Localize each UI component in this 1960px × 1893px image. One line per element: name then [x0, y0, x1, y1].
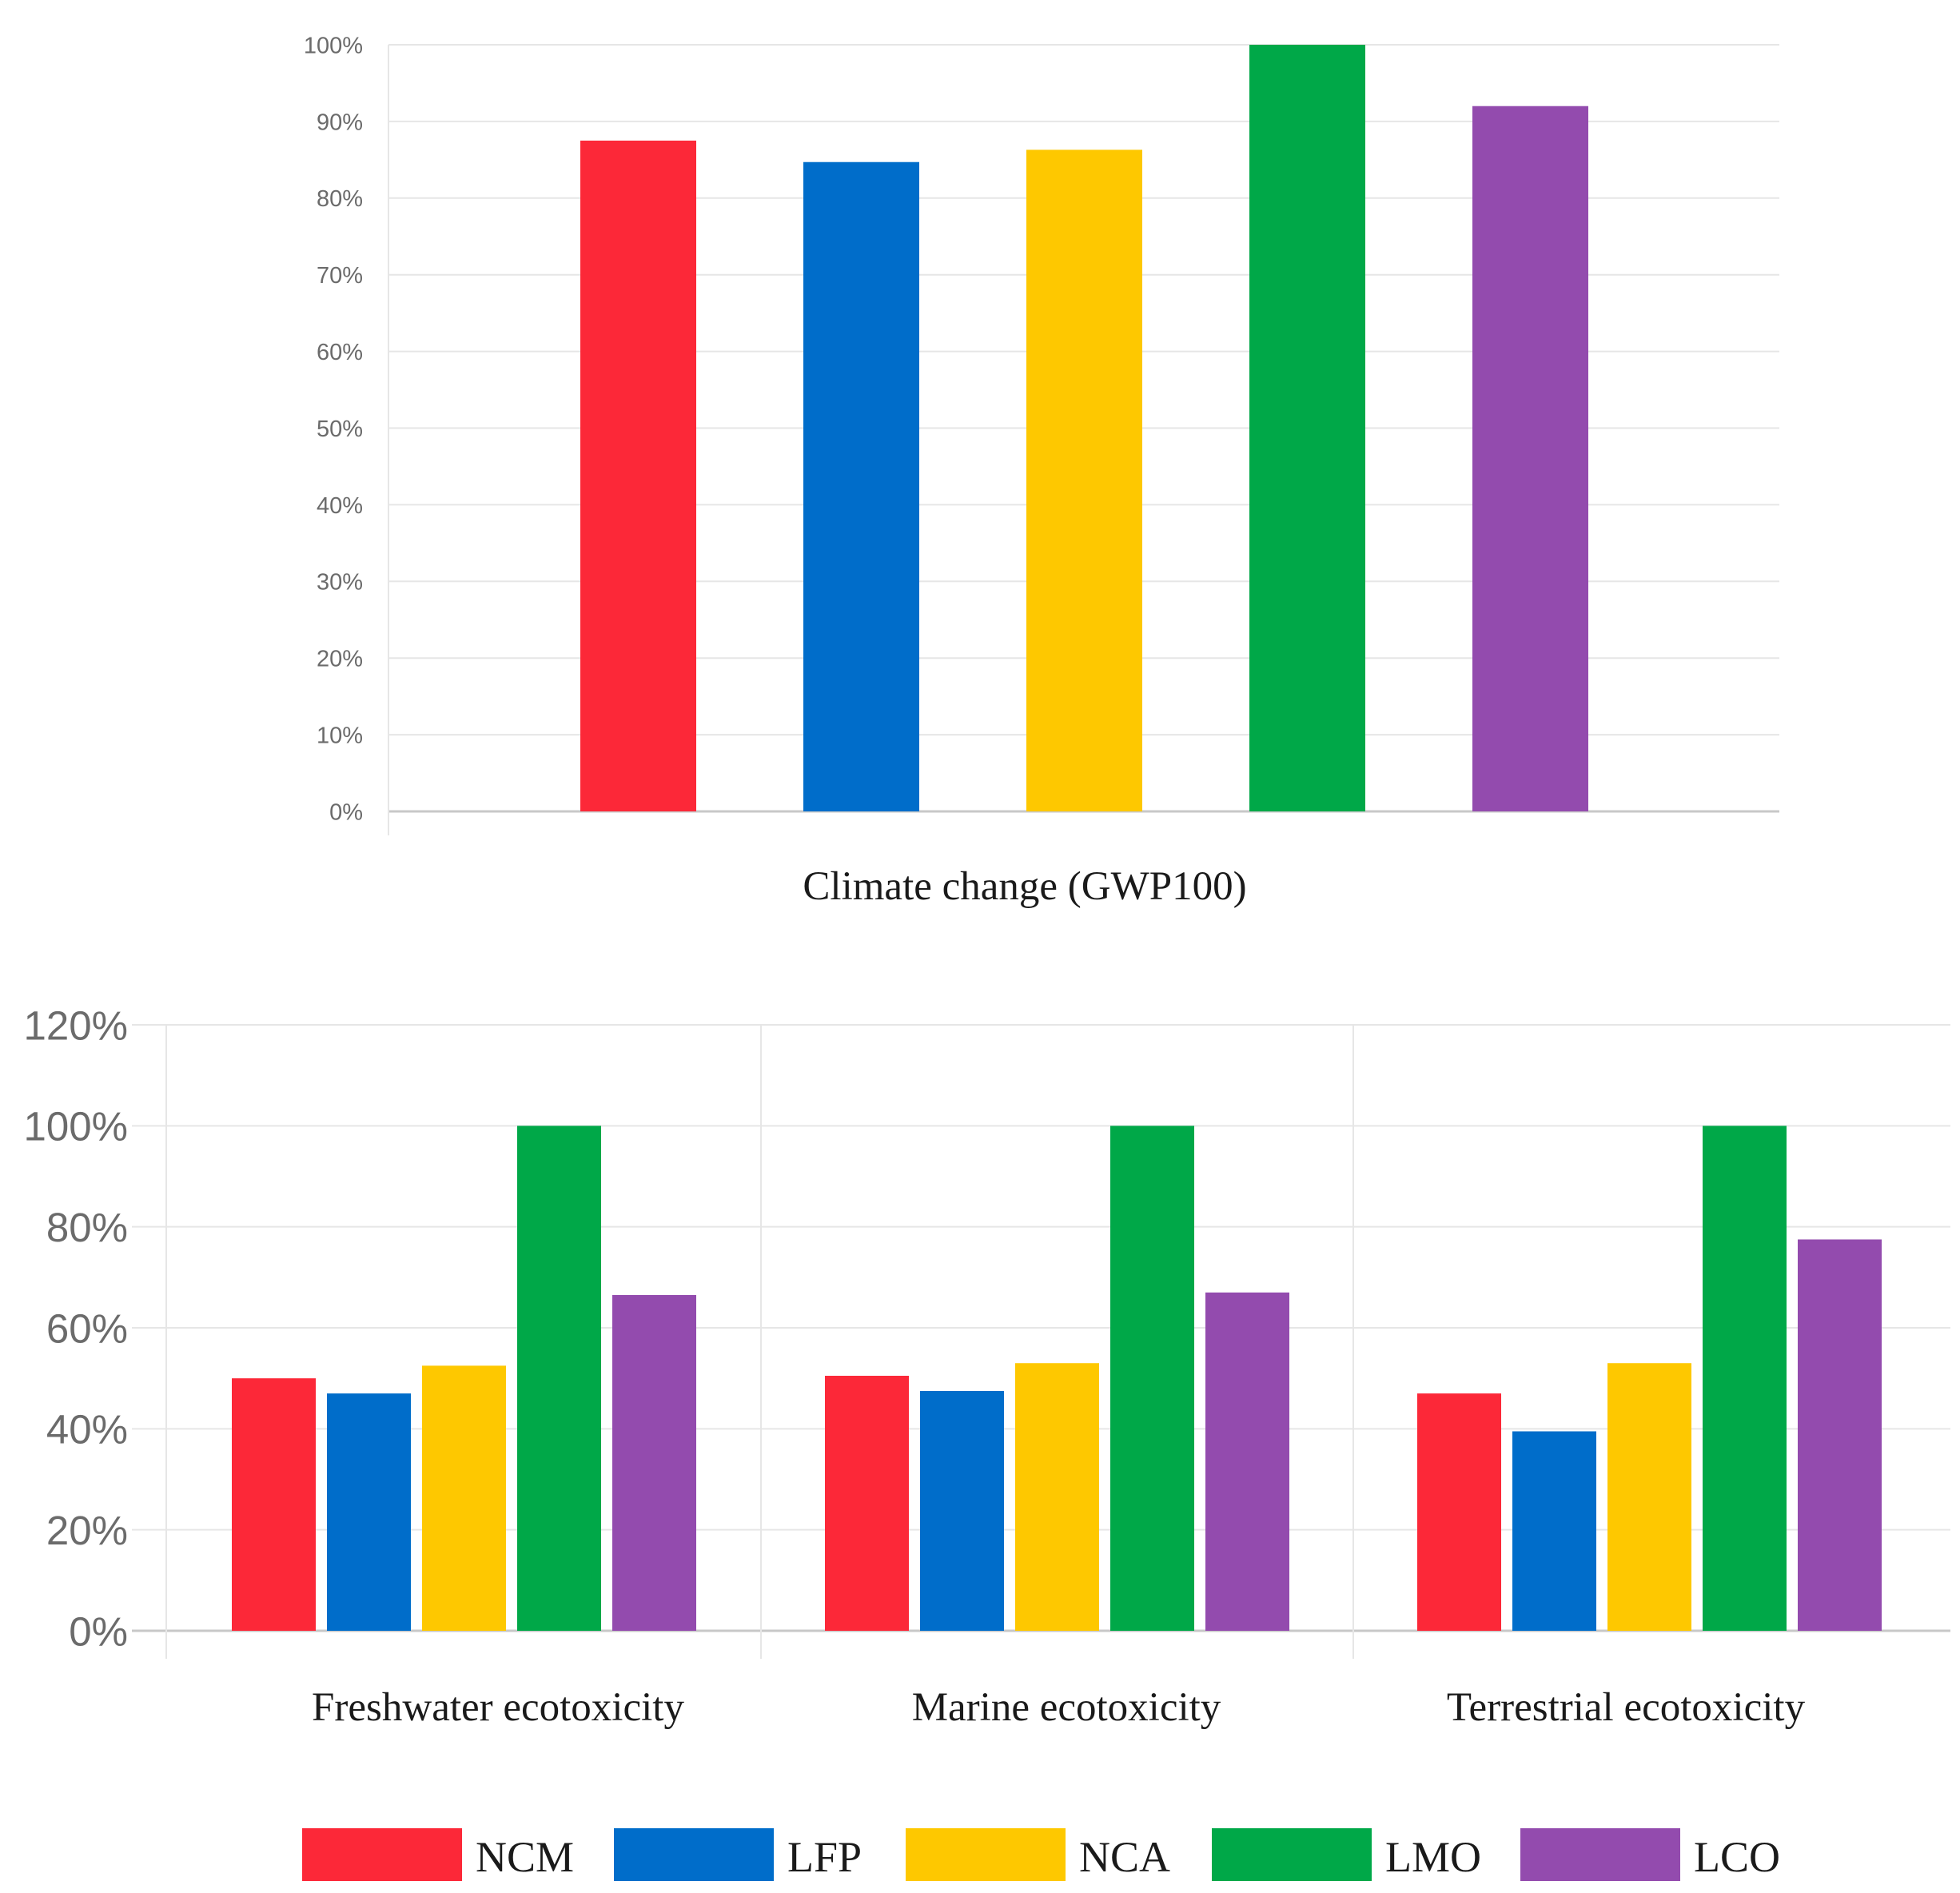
category-label: Freshwater ecotoxicity	[312, 1685, 684, 1730]
bar-ncm	[1417, 1393, 1501, 1631]
y-tick-label: 0%	[69, 1608, 128, 1654]
legend-label-lmo: LMO	[1385, 1833, 1481, 1881]
bar-nca	[422, 1365, 506, 1631]
bar-ncm	[232, 1378, 316, 1631]
legend-swatch-ncm	[302, 1828, 462, 1881]
y-tick-label: 70%	[317, 263, 363, 289]
y-tick-label: 30%	[317, 570, 363, 596]
bar-nca	[1026, 149, 1142, 811]
bar-lco	[1205, 1292, 1289, 1631]
y-tick-label: 20%	[317, 647, 363, 672]
legend-swatch-lmo	[1212, 1828, 1372, 1881]
bar-lco	[612, 1294, 696, 1631]
y-tick-label: 60%	[46, 1305, 128, 1351]
bar-lco	[1472, 106, 1588, 812]
bar-lmo	[1110, 1126, 1194, 1631]
y-tick-label: 80%	[46, 1205, 128, 1250]
legend-swatch-nca	[906, 1828, 1066, 1881]
bar-lfp	[920, 1390, 1004, 1631]
y-tick-label: 50%	[317, 416, 363, 442]
bar-lfp	[327, 1393, 411, 1631]
legend-label-lco: LCO	[1694, 1833, 1780, 1881]
y-tick-label: 100%	[304, 33, 363, 58]
bar-ncm	[825, 1376, 909, 1631]
chart2-bars	[232, 1126, 1882, 1631]
bar-ncm	[580, 140, 696, 811]
chart2-x-labels: Freshwater ecotoxicity Marine ecotoxicity…	[312, 1685, 1806, 1730]
legend-swatch-lfp	[614, 1828, 774, 1881]
bar-lfp	[1512, 1431, 1596, 1631]
bar-lmo	[517, 1126, 601, 1631]
legend-swatch-lco	[1520, 1828, 1680, 1881]
y-tick-label: 40%	[46, 1407, 128, 1453]
category-label: Terrestrial ecotoxicity	[1447, 1685, 1806, 1730]
legend-label-ncm: NCM	[476, 1833, 574, 1881]
bar-lco	[1798, 1239, 1882, 1631]
category-label: Marine ecotoxicity	[912, 1685, 1221, 1730]
bar-lfp	[803, 161, 919, 812]
y-tick-label: 0%	[329, 799, 363, 825]
ecotoxicity-chart: 0% 20% 40% 60% 80% 100% 120% Freshwater ecotox…	[24, 1002, 1950, 1730]
bar-nca	[1607, 1363, 1691, 1631]
legend-label-nca: NCA	[1079, 1833, 1170, 1881]
chart2-y-ticks: 0% 20% 40% 60% 80% 100% 120%	[24, 1002, 128, 1654]
y-tick-label: 90%	[317, 110, 363, 135]
chart1-bars	[580, 45, 1588, 812]
y-tick-label: 20%	[46, 1508, 128, 1553]
y-tick-label: 100%	[24, 1104, 128, 1150]
bar-lmo	[1703, 1126, 1787, 1631]
climate-change-chart: 0% 10% 20% 30% 40% 50% 60% 70% 80% 90% 100% Climat…	[304, 33, 1779, 909]
legend-label-lfp: LFP	[787, 1833, 862, 1881]
category-label: Climate change (GWP100)	[803, 864, 1246, 909]
y-tick-label: 40%	[317, 493, 363, 519]
y-tick-label: 60%	[317, 340, 363, 365]
chart1-x-labels: Climate change (GWP100)	[803, 864, 1246, 909]
y-tick-label: 80%	[317, 186, 363, 212]
bar-lmo	[1249, 45, 1365, 811]
y-tick-label: 120%	[24, 1002, 128, 1048]
y-tick-label: 10%	[317, 723, 363, 749]
legend: NCM LFP NCA LMO LCO	[302, 1828, 1780, 1881]
chart1-y-ticks: 0% 10% 20% 30% 40% 50% 60% 70% 80% 90% 100%	[304, 33, 363, 825]
bar-nca	[1015, 1363, 1099, 1631]
